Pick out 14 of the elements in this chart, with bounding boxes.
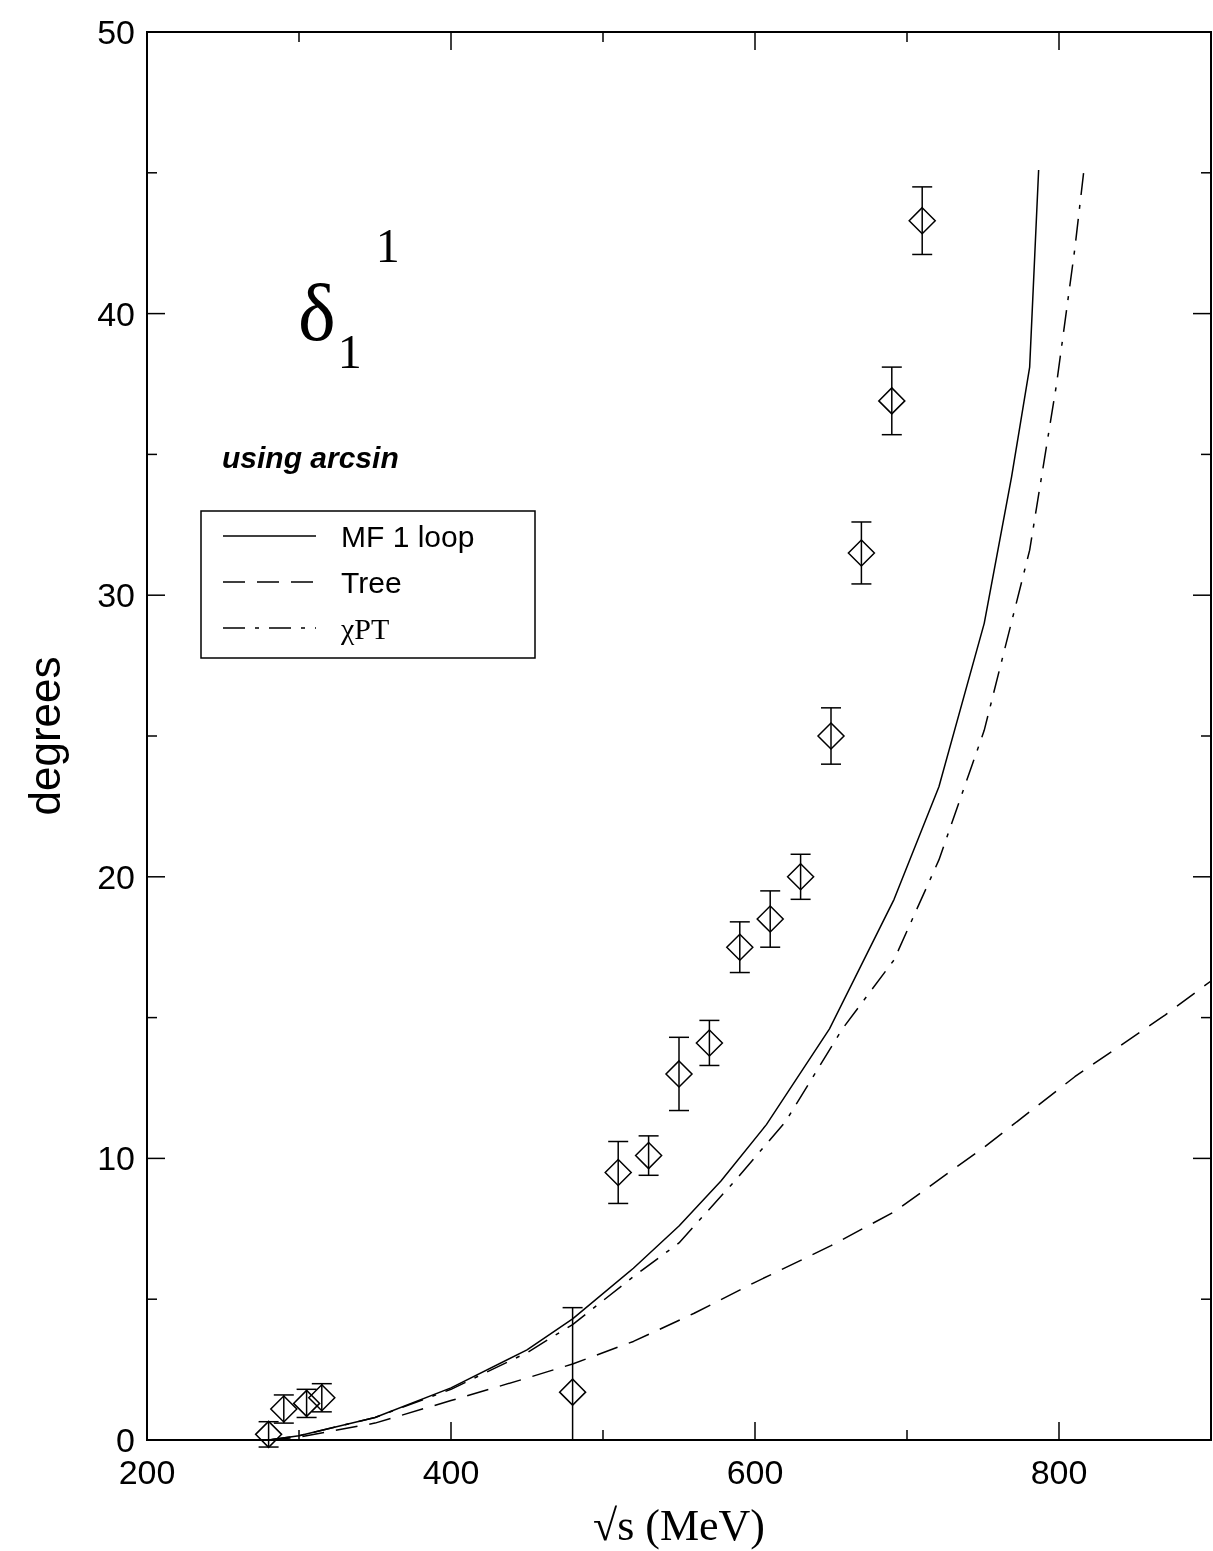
y-tick-label: 30 <box>97 576 135 615</box>
annotation: using arcsin <box>222 441 399 474</box>
legend-label: χPT <box>340 612 390 645</box>
y-tick-label: 50 <box>97 13 135 51</box>
legend-label: MF 1 loop <box>341 520 475 553</box>
x-tick-label: 400 <box>422 1453 480 1491</box>
x-tick-label: 800 <box>1030 1453 1088 1491</box>
legend-label: Tree <box>341 566 402 599</box>
y-axis-title: degrees <box>20 656 69 816</box>
y-tick-label: 40 <box>97 294 135 333</box>
x-axis-title: √s (MeV) <box>592 1501 766 1550</box>
y-tick-label: 20 <box>97 857 135 896</box>
x-tick-label: 600 <box>726 1453 784 1491</box>
y-tick-label: 10 <box>97 1139 135 1178</box>
